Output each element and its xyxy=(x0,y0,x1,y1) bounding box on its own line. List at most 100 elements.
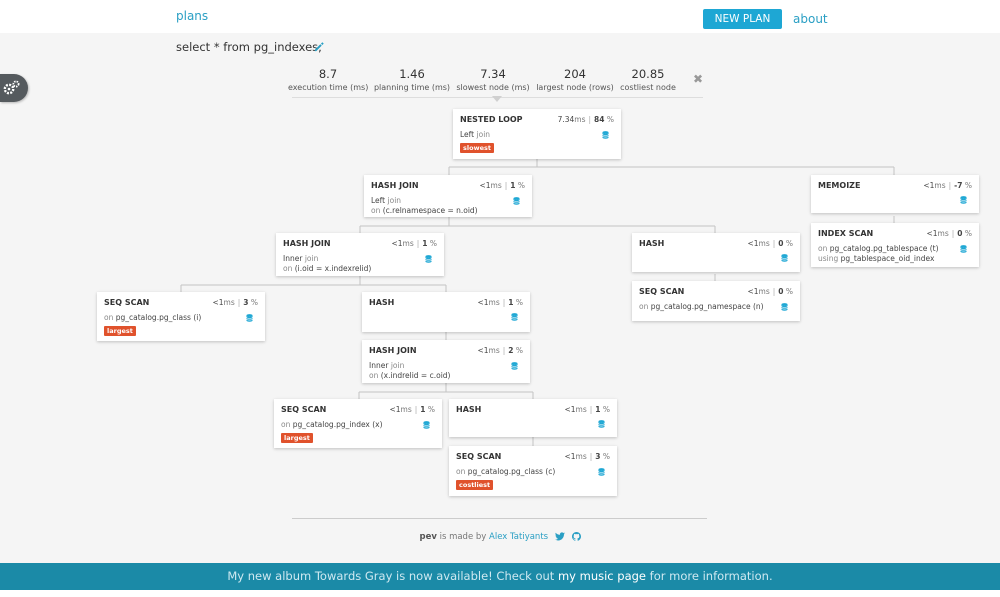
node-header: INDEX SCAN <1ms | 0 % xyxy=(818,229,972,238)
database-icon[interactable] xyxy=(513,197,520,205)
node-time-unit: ms xyxy=(937,229,949,238)
plan-node-seq-scan[interactable]: SEQ SCAN <1ms | 3 % on pg_catalog.pg_class (… xyxy=(449,446,617,496)
node-title: HASH xyxy=(639,239,665,248)
node-metrics: <1ms | 1 % xyxy=(389,405,435,414)
database-icon[interactable] xyxy=(960,245,967,253)
database-icon[interactable] xyxy=(598,468,605,476)
percent-sign: % xyxy=(962,181,972,190)
node-header: NESTED LOOP 7.34ms | 84 % xyxy=(460,115,614,124)
detail-keyword: join xyxy=(476,130,491,139)
detail-text: pg_catalog.pg_class (i) xyxy=(115,313,202,322)
settings-tab[interactable] xyxy=(0,74,28,102)
node-title: HASH xyxy=(456,405,482,414)
database-icon[interactable] xyxy=(246,314,253,322)
node-metrics: <1ms | 0 % xyxy=(747,287,793,296)
node-title: SEQ SCAN xyxy=(104,298,150,307)
detail-keyword: on xyxy=(639,302,649,311)
new-plan-button[interactable]: NEW PLAN xyxy=(703,9,782,29)
banner-text: My new album Towards Gray is now availab… xyxy=(227,569,558,583)
plan-node-seq-scan[interactable]: SEQ SCAN <1ms | 3 % on pg_catalog.pg_class (… xyxy=(97,292,265,341)
node-time: <1 xyxy=(747,287,759,296)
node-percent: 2 xyxy=(508,346,514,355)
plan-node-hash-join[interactable]: HASH JOIN <1ms | 1 % Inner join on (i.oid = x… xyxy=(276,233,444,276)
node-metrics: <1ms | 0 % xyxy=(926,229,972,238)
plan-node-hash[interactable]: HASH <1ms | 1 % xyxy=(362,292,530,332)
database-icon[interactable] xyxy=(511,313,518,321)
twitter-icon[interactable] xyxy=(554,532,565,541)
plan-node-hash-join[interactable]: HASH JOIN <1ms | 1 % Left join on (c.relnames… xyxy=(364,175,532,217)
query-text: select * from pg_indexes; xyxy=(176,40,323,54)
about-link[interactable]: about xyxy=(793,12,828,26)
detail-text: pg_catalog.pg_index (x) xyxy=(292,420,383,429)
node-detail-line: using pg_tablespace_oid_index xyxy=(818,254,972,264)
database-icon[interactable] xyxy=(781,303,788,311)
plan-node-nested-loop[interactable]: NESTED LOOP 7.34ms | 84 % Left join slowest xyxy=(453,109,621,159)
metric-separator: | xyxy=(948,181,952,190)
database-icon[interactable] xyxy=(781,254,788,262)
close-stats-icon[interactable]: ✖ xyxy=(693,72,704,86)
node-percent: 1 xyxy=(420,405,426,414)
github-icon[interactable] xyxy=(571,532,581,541)
node-time: <1 xyxy=(391,239,403,248)
node-time-unit: ms xyxy=(488,298,500,307)
plan-node-seq-scan[interactable]: SEQ SCAN <1ms | 0 % on pg_catalog.pg_namespa… xyxy=(632,281,800,321)
node-title: SEQ SCAN xyxy=(639,287,685,296)
node-time-unit: ms xyxy=(934,181,946,190)
stat-label: largest node (rows) xyxy=(536,83,614,92)
stat-label: execution time (ms) xyxy=(288,83,369,92)
detail-text: Inner xyxy=(369,361,389,370)
node-details: Inner join on (x.indrelid = c.oid) xyxy=(369,361,523,381)
plan-node-seq-scan[interactable]: SEQ SCAN <1ms | 1 % on pg_catalog.pg_index (… xyxy=(274,399,442,448)
author-link[interactable]: Alex Tatiyants xyxy=(489,532,549,542)
metric-separator: | xyxy=(588,115,592,124)
node-title: SEQ SCAN xyxy=(456,452,502,461)
banner-text-end: for more information. xyxy=(646,569,773,583)
metric-separator: | xyxy=(951,229,955,238)
node-metrics: <1ms | 1 % xyxy=(477,298,523,307)
detail-text: (i.oid = x.indexrelid) xyxy=(294,264,372,273)
detail-text: Left xyxy=(460,130,475,139)
pencil-icon[interactable] xyxy=(313,41,324,52)
database-icon[interactable] xyxy=(602,131,609,139)
music-page-link[interactable]: my music page xyxy=(557,569,647,583)
detail-keyword: using xyxy=(818,254,839,263)
node-detail-line: on pg_catalog.pg_index (x) xyxy=(281,420,435,430)
made-by-text: is made by xyxy=(439,532,487,542)
plan-node-hash[interactable]: HASH <1ms | 1 % xyxy=(449,399,617,437)
node-percent: 1 xyxy=(422,239,428,248)
node-header: HASH JOIN <1ms | 2 % xyxy=(369,346,523,355)
node-time: <1 xyxy=(923,181,935,190)
metric-separator: | xyxy=(504,181,508,190)
stat-largest-node: 204 largest node (rows) xyxy=(535,68,615,93)
node-header: SEQ SCAN <1ms | 1 % xyxy=(281,405,435,414)
stat-label: costliest node xyxy=(620,83,676,92)
node-percent: 0 xyxy=(957,229,963,238)
node-time-unit: ms xyxy=(575,452,587,461)
node-detail-line: on (x.indrelid = c.oid) xyxy=(369,371,523,381)
plan-node-hash-join[interactable]: HASH JOIN <1ms | 2 % Inner join on (x.indreli… xyxy=(362,340,530,383)
database-icon[interactable] xyxy=(423,421,430,429)
database-icon[interactable] xyxy=(960,196,967,204)
node-percent: 3 xyxy=(595,452,601,461)
plan-node-memoize[interactable]: MEMOIZE <1ms | -7 % xyxy=(811,175,979,213)
brand-link[interactable]: plans xyxy=(176,9,209,23)
database-icon[interactable] xyxy=(425,255,432,263)
detail-keyword: on xyxy=(371,206,381,215)
node-title: HASH JOIN xyxy=(283,239,331,248)
node-metrics: <1ms | 1 % xyxy=(391,239,437,248)
node-time: <1 xyxy=(389,405,401,414)
database-icon[interactable] xyxy=(511,362,518,370)
detail-text: (x.indrelid = c.oid) xyxy=(380,371,451,380)
node-badge: slowest xyxy=(460,143,494,153)
metric-separator: | xyxy=(502,298,506,307)
percent-sign: % xyxy=(513,346,523,355)
credits: pev is made by Alex Tatiyants xyxy=(0,532,1000,542)
node-time-unit: ms xyxy=(575,405,587,414)
metric-separator: | xyxy=(589,405,593,414)
node-details: Left join xyxy=(460,130,614,140)
stat-label: slowest node (ms) xyxy=(456,83,530,92)
database-icon[interactable] xyxy=(598,420,605,428)
plan-node-index-scan[interactable]: INDEX SCAN <1ms | 0 % on pg_catalog.pg_table… xyxy=(811,223,979,267)
node-header: HASH JOIN <1ms | 1 % xyxy=(371,181,525,190)
plan-node-hash[interactable]: HASH <1ms | 0 % xyxy=(632,233,800,272)
